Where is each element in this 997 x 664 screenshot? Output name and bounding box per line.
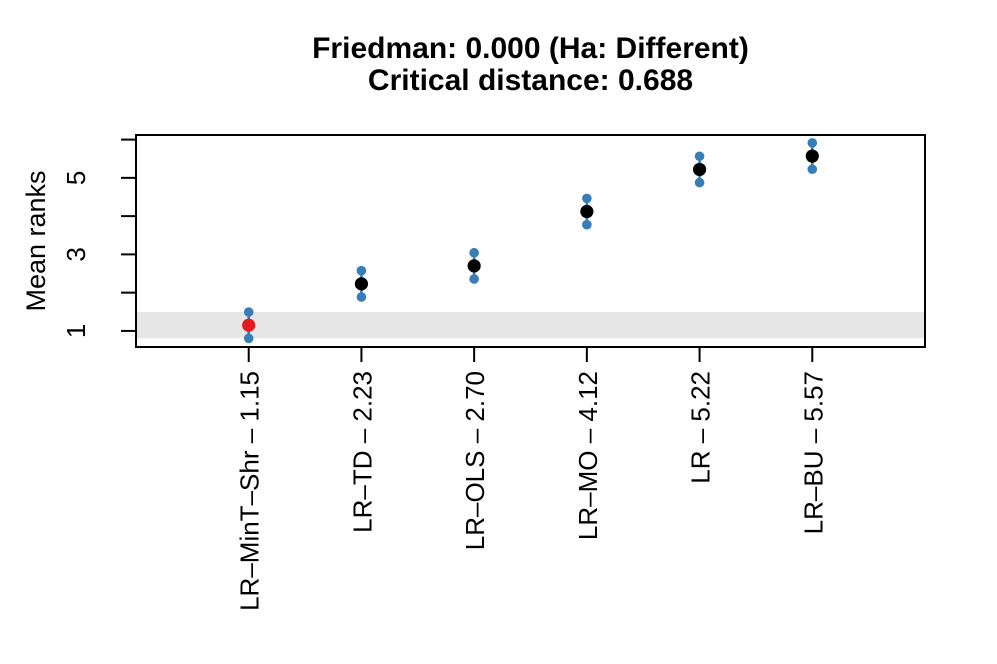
mean-dot [692, 162, 707, 177]
x-tick-label: LR–MinT–Shr – 1.15 [235, 371, 265, 611]
interval-upper-dot [582, 193, 592, 204]
plot-title: Friedman: 0.000 (Ha: Different) Critical… [136, 33, 925, 97]
interval-lower-dot [243, 333, 254, 344]
mean-dot [805, 149, 819, 163]
x-tick-label: LR – 5.22 [686, 371, 716, 484]
x-tick-label: LR–BU – 5.57 [798, 371, 828, 534]
x-tick-label: LR–OLS – 2.70 [460, 371, 490, 550]
interval-lower-dot [582, 219, 592, 230]
y-tick-label: 3 [61, 247, 91, 261]
interval-upper-dot [807, 138, 818, 148]
interval-lower-dot [807, 164, 818, 175]
interval-upper-dot [356, 265, 367, 276]
mean-dot [354, 277, 369, 291]
y-tick-label: 5 [61, 171, 91, 185]
y-axis-title: Mean ranks [21, 170, 51, 311]
plot-title-line2: Critical distance: 0.688 [367, 64, 694, 97]
x-tick-label: LR–MO – 4.12 [573, 371, 603, 540]
interval-lower-dot [694, 177, 705, 188]
y-tick-label: 1 [61, 324, 91, 338]
mean-dot [467, 259, 481, 273]
interval-upper-dot [694, 151, 705, 162]
plot-box [135, 134, 926, 348]
interval-lower-dot [356, 292, 367, 302]
x-tick-label: LR–TD – 2.23 [347, 371, 377, 533]
best-mean-dot [242, 318, 256, 332]
interval-upper-dot [469, 247, 479, 258]
plot-title-line1: Friedman: 0.000 (Ha: Different) [312, 32, 749, 65]
interval-upper-dot [243, 307, 254, 317]
critical-distance-band [136, 312, 925, 339]
interval-lower-dot [469, 274, 479, 284]
mean-dot [580, 204, 594, 219]
